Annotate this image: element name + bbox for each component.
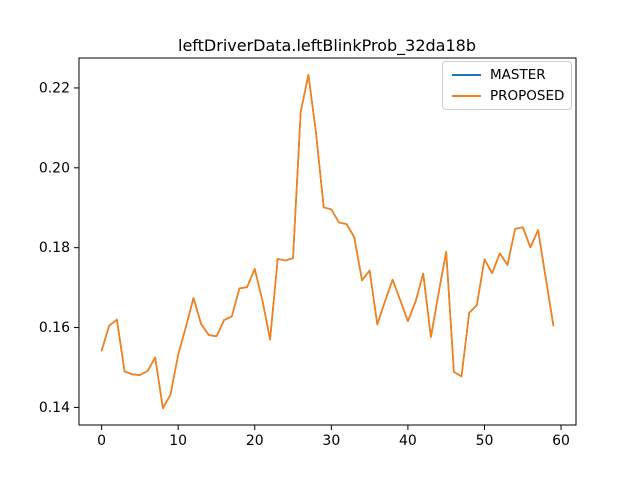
legend-entry-master: MASTER (452, 65, 562, 86)
series-lines (100, 74, 555, 410)
legend: MASTER PROPOSED (442, 61, 572, 110)
y-tick-label: 0.20 (39, 160, 70, 176)
legend-label: PROPOSED (490, 87, 565, 104)
x-tick-label: 40 (399, 433, 417, 449)
x-tick-label: 10 (169, 433, 187, 449)
legend-line-sample (452, 74, 481, 77)
legend-entry-proposed: PROPOSED (452, 86, 565, 107)
x-tick-label: 0 (97, 433, 106, 449)
legend-line-sample (452, 94, 481, 97)
axes-box (78, 57, 577, 426)
x-tick-label: 20 (246, 433, 264, 449)
legend-label: MASTER (490, 67, 546, 84)
axis-ticks: 0 10 20 30 40 50 60 0.14 0.16 0.18 0.20 0.22 (39, 80, 570, 449)
x-tick-label: 50 (476, 433, 494, 449)
series-master-line (100, 74, 555, 410)
x-tick-label: 60 (552, 433, 570, 449)
series-proposed-line (100, 74, 555, 410)
x-tick-label: 30 (322, 433, 340, 449)
y-tick-label: 0.22 (39, 80, 70, 96)
y-tick-label: 0.16 (39, 320, 70, 336)
y-tick-label: 0.18 (39, 240, 70, 256)
chart-title: leftDriverData.leftBlinkProb_32da18b (178, 36, 476, 56)
y-tick-label: 0.14 (39, 400, 70, 416)
